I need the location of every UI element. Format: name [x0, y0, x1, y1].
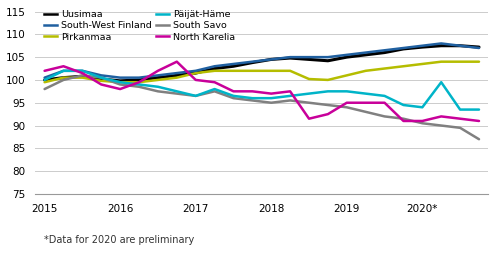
Text: *Data for 2020 are preliminary: *Data for 2020 are preliminary	[44, 235, 195, 245]
Legend: Uusimaa, South-West Finland, Pirkanmaa, Päijät-Häme, South Savo, North Karelia: Uusimaa, South-West Finland, Pirkanmaa, …	[40, 6, 239, 45]
